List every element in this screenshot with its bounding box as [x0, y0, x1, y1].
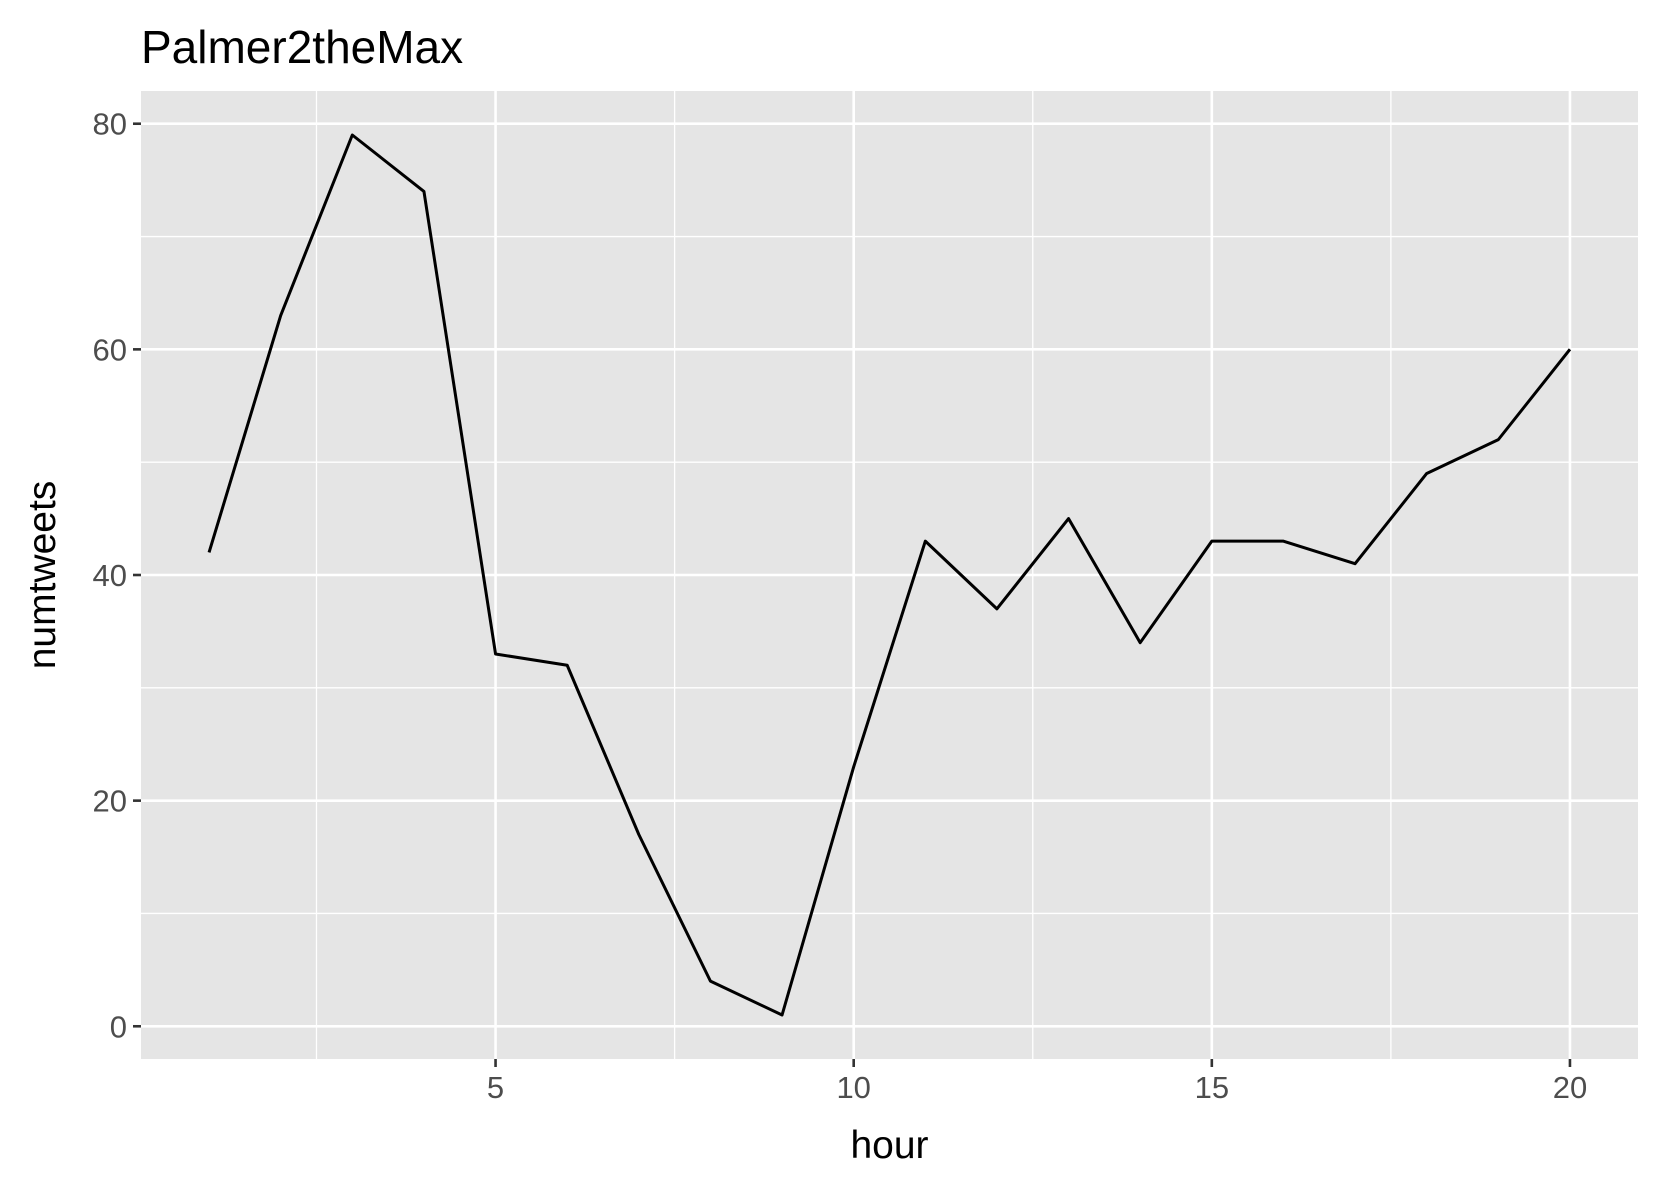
series-line	[207, 133, 1572, 1017]
y-tick-label: 0	[110, 1009, 127, 1044]
x-tick-label: 5	[487, 1070, 504, 1105]
x-tick-label: 20	[1553, 1070, 1587, 1105]
y-tick-label: 80	[93, 107, 127, 142]
y-axis-title: numtweets	[21, 481, 64, 670]
y-tick-label: 60	[93, 332, 127, 367]
series-layer	[207, 133, 1572, 1017]
y-tick-label: 40	[93, 558, 127, 593]
x-axis: 5 10 15 20	[487, 1059, 1587, 1105]
x-tick-label: 15	[1195, 1070, 1229, 1105]
x-tick-label: 10	[836, 1070, 870, 1105]
y-axis: 0 20 40 60 80	[93, 107, 141, 1044]
chart-title: Palmer2theMax	[141, 21, 463, 73]
major-gridlines	[141, 91, 1638, 1059]
x-axis-title: hour	[850, 1124, 928, 1167]
y-tick-label: 20	[93, 784, 127, 819]
